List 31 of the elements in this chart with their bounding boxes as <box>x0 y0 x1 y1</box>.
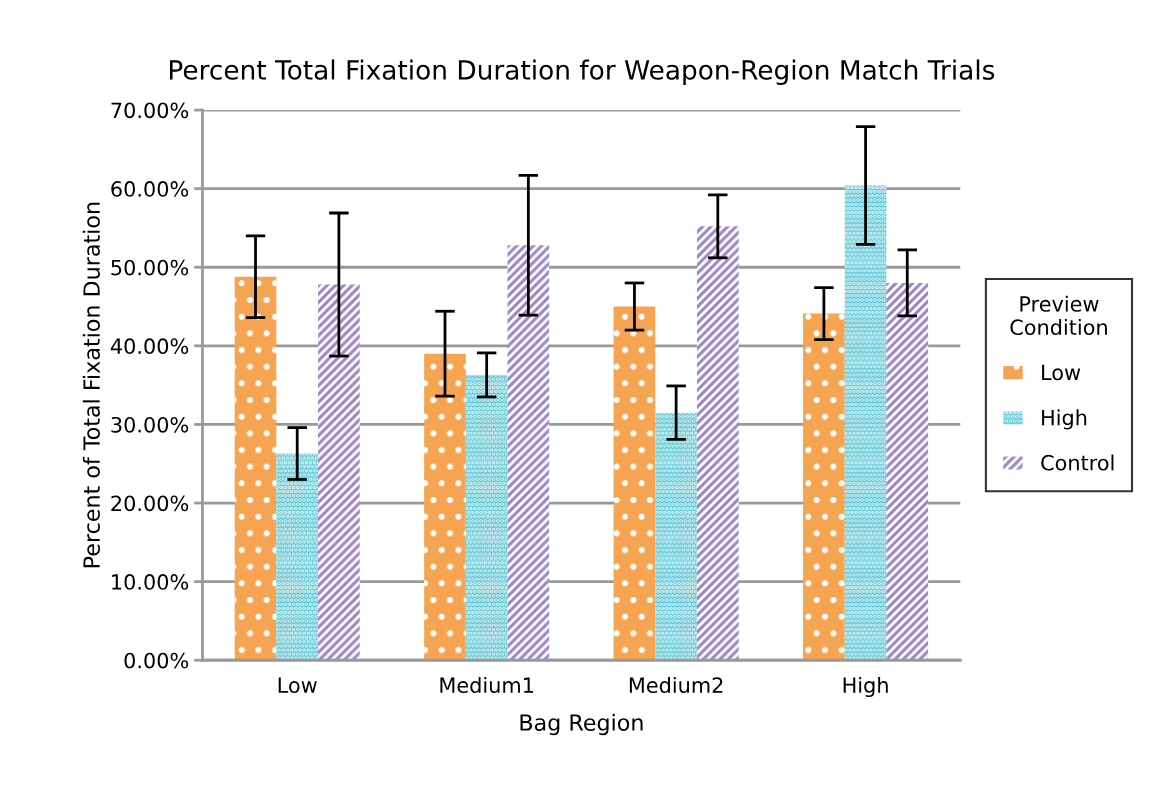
y-tick-label: 0.00% <box>124 652 189 669</box>
legend-label: Control <box>1041 454 1114 471</box>
chart-title: Percent Total Fixation Duration for Weapon-Region Match Trials <box>169 59 995 85</box>
x-axis-title: Bag Region <box>520 713 643 736</box>
bar <box>886 282 929 661</box>
bar <box>465 374 508 661</box>
y-tick-label: 30.00% <box>111 416 189 433</box>
bar <box>424 353 466 661</box>
x-tick-label: High <box>843 676 888 698</box>
bar <box>507 245 550 661</box>
y-tick-label: 20.00% <box>111 495 189 512</box>
bar <box>234 276 277 661</box>
x-tick-label: Medium1 <box>440 676 534 694</box>
bar <box>613 306 656 661</box>
y-tick-label: 40.00% <box>110 338 189 355</box>
bar <box>655 412 697 661</box>
x-tick-label: Medium2 <box>629 676 723 694</box>
bar <box>803 313 845 661</box>
y-tick-label: 50.00% <box>111 259 189 276</box>
legend-title: Preview Condition <box>1010 295 1107 336</box>
y-tick-label: 60.00% <box>111 181 189 197</box>
legend-label: High <box>1042 409 1087 430</box>
legend-label: Low <box>1042 364 1081 381</box>
x-tick-label: Low <box>278 677 317 694</box>
bar <box>844 185 887 661</box>
bar <box>318 284 360 661</box>
bar <box>276 453 319 661</box>
y-tick-label: 70.00% <box>111 102 189 119</box>
y-tick-label: 10.00% <box>112 574 189 590</box>
bar <box>696 226 739 661</box>
y-axis-title: Percent of Total Fixation Duration <box>82 202 100 568</box>
